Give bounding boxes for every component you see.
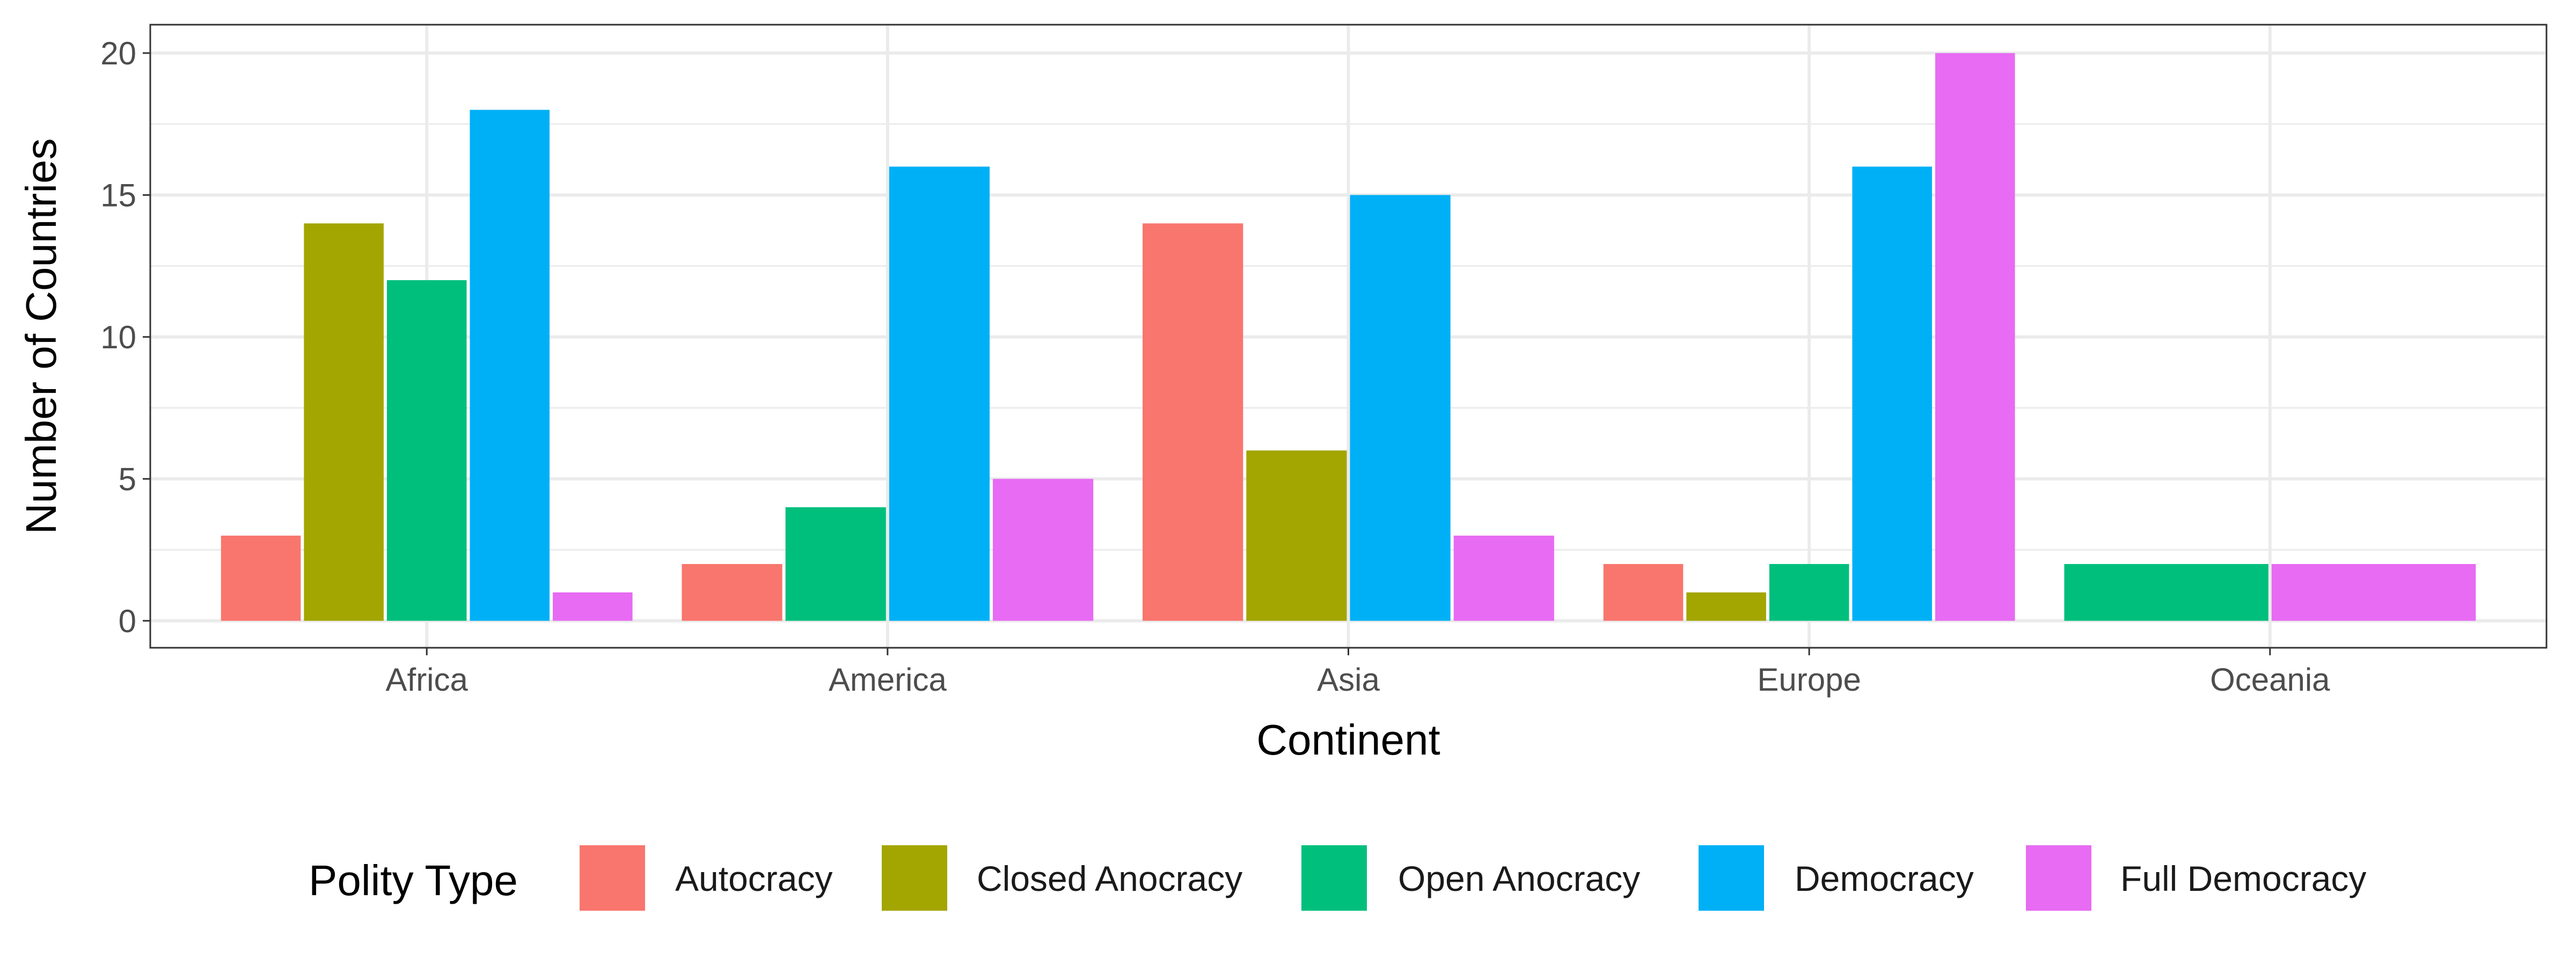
y-axis-title: Number of Countries	[17, 138, 65, 534]
bar-autocracy-asia	[1143, 223, 1243, 621]
bar-autocracy-africa	[221, 536, 301, 621]
bar-closed-anocracy-asia	[1246, 450, 1347, 621]
x-tick-label: Oceania	[2210, 662, 2330, 698]
legend-label: Closed Anocracy	[977, 859, 1242, 898]
legend-label: Full Democracy	[2120, 859, 2366, 898]
bar-democracy-asia	[1350, 195, 1451, 621]
bar-open-anocracy-oceania	[2064, 564, 2268, 621]
bar-autocracy-europe	[1603, 564, 1684, 621]
x-tick-label: Asia	[1317, 662, 1380, 698]
legend-key	[1301, 845, 1367, 911]
legend-key	[2026, 845, 2091, 911]
bar-democracy-europe	[1852, 166, 1932, 621]
legend-label: Open Anocracy	[1398, 859, 1640, 898]
bar-open-anocracy-america	[785, 507, 886, 621]
bar-closed-anocracy-europe	[1686, 592, 1766, 621]
legend-key	[1699, 845, 1764, 911]
y-tick-label: 15	[100, 177, 136, 213]
y-tick-label: 0	[119, 603, 136, 639]
legend-label: Autocracy	[675, 859, 832, 898]
legend-label: Democracy	[1795, 859, 1974, 898]
legend: Polity Type Autocracy Closed Anocracy Open…	[309, 845, 2366, 911]
bar-democracy-america	[889, 166, 990, 621]
y-tick-label: 20	[100, 35, 136, 71]
y-tick-label: 5	[119, 461, 136, 497]
bar-full-democracy-asia	[1453, 536, 1554, 621]
x-axis-title: Continent	[1256, 716, 1440, 764]
bar-full-democracy-africa	[553, 592, 633, 621]
bar-open-anocracy-europe	[1769, 564, 1849, 621]
bar-full-democracy-america	[993, 479, 1094, 621]
bar-open-anocracy-africa	[386, 280, 467, 621]
legend-key	[882, 845, 947, 911]
x-tick-label: America	[829, 662, 947, 698]
bar-full-democracy-europe	[1935, 53, 2015, 621]
legend-key	[580, 845, 645, 911]
bar-democracy-africa	[470, 109, 550, 621]
y-tick-label: 10	[100, 319, 136, 355]
bars	[221, 53, 2476, 621]
bar-full-democracy-oceania	[2271, 564, 2476, 621]
legend-title: Polity Type	[309, 857, 518, 904]
bar-autocracy-america	[682, 564, 782, 621]
bar-closed-anocracy-africa	[304, 223, 384, 621]
x-tick-label: Africa	[386, 662, 469, 698]
axes: 0 5 10 15 20 Africa America Asia Europe Oceania	[100, 35, 2330, 698]
x-tick-label: Europe	[1757, 662, 1861, 698]
